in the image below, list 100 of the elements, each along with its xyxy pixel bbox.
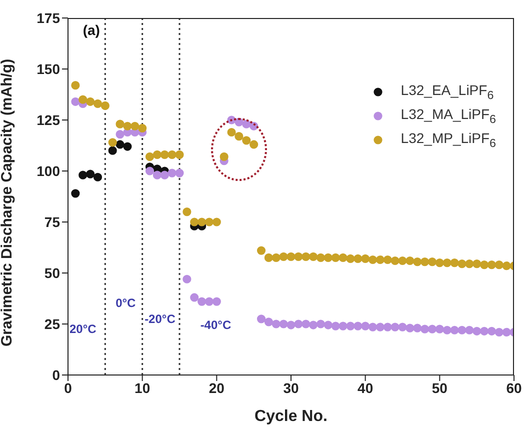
point bbox=[108, 146, 117, 155]
point bbox=[316, 253, 326, 262]
point bbox=[256, 314, 266, 324]
point bbox=[442, 326, 452, 334]
point bbox=[93, 99, 102, 108]
point bbox=[175, 150, 184, 159]
point bbox=[346, 322, 355, 330]
point bbox=[406, 324, 414, 332]
x-tick-label: 50 bbox=[432, 380, 448, 396]
point bbox=[168, 168, 176, 178]
x-tick-label: 30 bbox=[283, 380, 299, 396]
point bbox=[458, 260, 466, 268]
point bbox=[413, 324, 422, 332]
point bbox=[361, 254, 370, 264]
y-tick-label: 100 bbox=[36, 162, 60, 179]
x-tick-label: 20 bbox=[208, 380, 225, 396]
x-tick-label: 10 bbox=[134, 380, 150, 396]
point bbox=[286, 320, 296, 330]
point bbox=[212, 218, 221, 226]
point bbox=[420, 257, 430, 266]
point bbox=[152, 170, 162, 180]
point bbox=[71, 97, 80, 106]
point bbox=[480, 326, 489, 336]
point bbox=[152, 150, 162, 159]
point bbox=[279, 252, 288, 261]
y-tick-label: 150 bbox=[36, 60, 60, 77]
point bbox=[376, 255, 384, 264]
y-axis-title: Gravimetric Discharge Capacity (mAh/g) bbox=[0, 58, 16, 346]
point bbox=[302, 320, 310, 328]
point bbox=[450, 258, 459, 268]
point bbox=[487, 260, 496, 270]
point bbox=[294, 320, 303, 328]
point bbox=[190, 218, 199, 226]
point bbox=[145, 166, 154, 176]
point bbox=[78, 170, 88, 180]
point bbox=[420, 324, 430, 334]
legend-label: L32_EA_LiPF$_{6}$ bbox=[400, 82, 494, 102]
y-tick-label: 175 bbox=[36, 10, 60, 26]
x-axis-title: Cycle No. bbox=[254, 408, 328, 425]
point bbox=[175, 168, 184, 178]
point bbox=[198, 218, 206, 226]
y-tick-label: 125 bbox=[36, 112, 60, 128]
point bbox=[383, 255, 392, 264]
y-tick-label: 25 bbox=[44, 316, 60, 332]
point bbox=[86, 97, 95, 106]
point bbox=[413, 257, 422, 266]
annotation: 0°C bbox=[116, 296, 136, 310]
point bbox=[145, 152, 154, 162]
point bbox=[160, 170, 169, 180]
point bbox=[361, 322, 370, 330]
point bbox=[302, 252, 310, 261]
annotation: -20°C bbox=[144, 312, 176, 326]
point bbox=[138, 124, 147, 132]
point bbox=[398, 322, 407, 332]
point bbox=[494, 328, 504, 336]
point bbox=[286, 252, 296, 261]
point bbox=[354, 322, 362, 330]
point bbox=[494, 260, 504, 270]
point bbox=[123, 122, 132, 130]
point bbox=[242, 136, 251, 145]
point bbox=[354, 254, 362, 264]
point bbox=[472, 326, 482, 336]
point bbox=[472, 260, 482, 268]
x-tick-label: 60 bbox=[506, 380, 522, 396]
point bbox=[428, 324, 437, 334]
legend-label: L32_MP_LiPF$_{6}$ bbox=[400, 130, 496, 150]
point bbox=[71, 81, 80, 90]
point bbox=[383, 322, 392, 332]
point bbox=[368, 322, 378, 332]
point bbox=[390, 256, 400, 266]
point bbox=[234, 132, 244, 141]
y-tick-label: 75 bbox=[44, 214, 60, 230]
x-tick-label: 40 bbox=[358, 380, 374, 396]
point bbox=[465, 326, 474, 334]
point bbox=[458, 326, 466, 334]
point bbox=[86, 170, 95, 178]
point bbox=[204, 297, 214, 306]
point bbox=[442, 258, 452, 268]
point bbox=[123, 142, 132, 151]
point bbox=[93, 172, 102, 182]
point bbox=[100, 101, 110, 110]
point bbox=[324, 320, 332, 330]
point bbox=[316, 320, 326, 328]
point bbox=[198, 297, 206, 306]
point bbox=[324, 253, 332, 262]
annotation: 20°C bbox=[69, 322, 96, 336]
point bbox=[406, 256, 414, 266]
point bbox=[204, 218, 214, 226]
point bbox=[376, 322, 384, 332]
point bbox=[398, 256, 407, 266]
point bbox=[130, 122, 140, 130]
point bbox=[190, 293, 199, 302]
y-tick-label: 50 bbox=[44, 264, 60, 281]
point bbox=[220, 152, 228, 162]
point bbox=[182, 274, 192, 284]
point bbox=[182, 208, 192, 216]
point bbox=[331, 253, 340, 262]
point bbox=[309, 320, 318, 330]
point bbox=[116, 130, 124, 139]
point bbox=[272, 253, 280, 262]
